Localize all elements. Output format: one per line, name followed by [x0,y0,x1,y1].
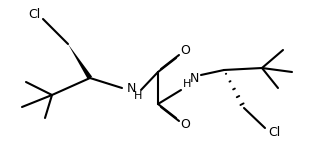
Text: O: O [180,45,190,58]
Text: O: O [180,118,190,131]
Text: Cl: Cl [28,9,40,21]
Text: N: N [189,72,199,85]
Text: Cl: Cl [268,127,280,140]
Polygon shape [68,44,92,79]
Text: N: N [126,82,136,94]
Text: H: H [183,79,191,89]
Text: H: H [134,91,142,101]
